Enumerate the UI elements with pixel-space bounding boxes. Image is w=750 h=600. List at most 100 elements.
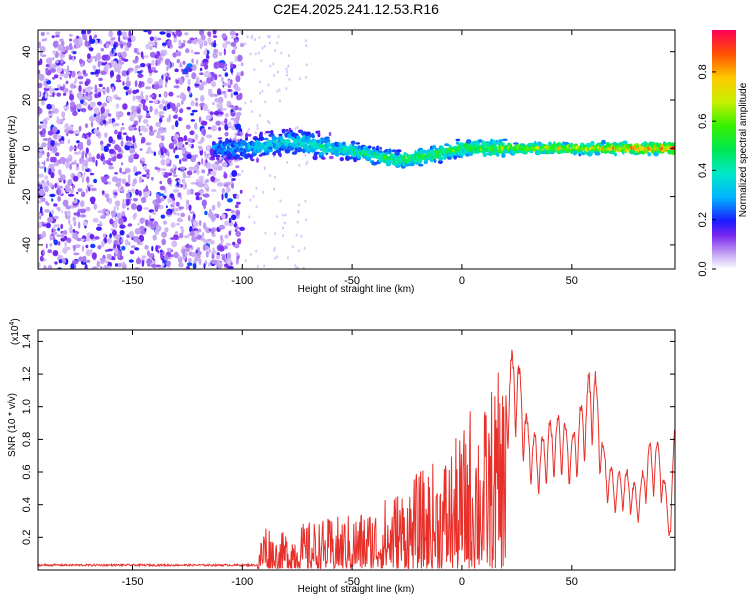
heatmap-noise-cell: [133, 197, 138, 202]
heatmap-noise-cell: [100, 261, 105, 264]
heatmap-noise-cell: [62, 92, 67, 96]
heatmap-noise-cell: [182, 172, 186, 179]
heatmap-noise-cell: [207, 126, 212, 130]
heatmap-noise-cell: [174, 120, 179, 128]
heatmap-noise-cell: [175, 201, 180, 207]
heatmap-noise-cell: [41, 142, 47, 148]
heatmap-noise-cell: [116, 74, 121, 81]
heatmap-marks: [38, 30, 675, 269]
heatmap-noise-cell: [203, 104, 208, 112]
heatmap-noise-cell: [111, 47, 114, 54]
heatmap-ridge-cell: [240, 139, 247, 146]
heatmap-noise-cell: [44, 209, 50, 213]
heatmap-noise-cell: [203, 40, 208, 47]
heatmap-noise-cell: [295, 233, 298, 237]
heatmap-noise-cell: [234, 105, 239, 111]
heatmap-noise-cell: [174, 134, 180, 139]
heatmap-noise-cell: [61, 258, 67, 264]
y-tick-label: 1.4: [21, 334, 33, 349]
heatmap-noise-cell: [57, 44, 64, 52]
heatmap-noise-cell: [274, 232, 277, 236]
heatmap-noise-cell: [177, 212, 180, 216]
heatmap-noise-cell: [120, 43, 124, 49]
heatmap-noise-cell: [208, 88, 213, 92]
heatmap-noise-cell: [48, 168, 52, 175]
heatmap-noise-cell: [231, 49, 236, 55]
heatmap-noise-cell: [284, 213, 287, 217]
heatmap-noise-cell: [72, 229, 76, 233]
heatmap-ridge-cell: [644, 149, 649, 154]
heatmap-noise-cell: [142, 56, 145, 60]
heatmap-noise-cell: [122, 132, 127, 135]
heatmap-noise-cell: [52, 126, 58, 133]
heatmap-noise-cell: [66, 65, 70, 73]
heatmap-noise-cell: [93, 178, 97, 184]
heatmap-noise-cell: [38, 82, 43, 89]
heatmap-noise-cell: [121, 178, 127, 184]
heatmap-noise-cell: [51, 110, 55, 114]
heatmap-ridge-cell: [367, 145, 372, 149]
heatmap-ridge-cell: [314, 151, 321, 155]
heatmap-noise-cell: [207, 173, 210, 177]
heatmap-ridge-cell: [376, 145, 380, 148]
heatmap-noise-cell: [229, 160, 232, 164]
heatmap-noise-cell: [126, 111, 131, 116]
heatmap-noise-cell: [125, 92, 128, 96]
heatmap-noise-cell: [43, 266, 48, 269]
heatmap-noise-cell: [269, 174, 272, 178]
heatmap-noise-cell: [268, 41, 271, 45]
heatmap-ridge-cell: [250, 158, 255, 162]
heatmap-ridge-cell: [355, 142, 361, 145]
heatmap-noise-cell: [95, 159, 98, 167]
heatmap-noise-cell: [238, 107, 242, 111]
heatmap-noise-cell: [52, 229, 57, 232]
heatmap-noise-cell: [53, 203, 58, 207]
heatmap-noise-cell: [298, 203, 301, 207]
heatmap-ridge-cell: [285, 129, 289, 132]
heatmap-noise-cell: [175, 30, 181, 36]
heatmap-noise-cell: [236, 238, 242, 245]
colorbar-gradient: [712, 30, 736, 269]
heatmap-noise-cell: [38, 107, 43, 115]
heatmap-noise-cell: [188, 204, 192, 211]
heatmap-noise-cell: [276, 89, 279, 93]
heatmap-noise-cell: [111, 86, 115, 93]
heatmap-noise-cell: [153, 151, 156, 156]
heatmap-noise-cell: [154, 98, 158, 104]
heatmap-noise-cell: [286, 161, 289, 164]
heatmap-noise-cell: [103, 260, 110, 264]
heatmap-noise-cell: [211, 170, 217, 177]
heatmap-noise-cell: [224, 131, 229, 137]
heatmap-noise-cell: [190, 119, 195, 122]
y-tick-label: 1.2: [21, 366, 33, 381]
heatmap-noise-cell: [185, 48, 190, 54]
heatmap-noise-cell: [125, 169, 130, 173]
heatmap-noise-cell: [158, 266, 161, 269]
heatmap-noise-cell: [154, 205, 159, 212]
heatmap-noise-cell: [224, 113, 229, 118]
heatmap-noise-cell: [86, 259, 91, 263]
heatmap-noise-cell: [116, 212, 121, 219]
heatmap-noise-cell: [179, 159, 182, 165]
heatmap-noise-cell: [230, 79, 233, 85]
heatmap-noise-cell: [148, 100, 154, 104]
heatmap-noise-cell: [129, 147, 136, 154]
heatmap-noise-cell: [148, 40, 153, 46]
heatmap-noise-cell: [155, 59, 158, 67]
heatmap-noise-cell: [185, 175, 191, 179]
heatmap-noise-cell: [263, 264, 266, 268]
heatmap-noise-cell: [73, 252, 80, 256]
heatmap-noise-cell: [155, 245, 159, 252]
heatmap-noise-cell: [185, 124, 191, 130]
heatmap-noise-cell: [105, 193, 110, 199]
heatmap-noise-cell: [153, 129, 157, 133]
heatmap-noise-cell: [115, 79, 122, 83]
heatmap-noise-cell: [224, 208, 232, 212]
heatmap-ridge-cell: [256, 157, 259, 163]
heatmap-noise-cell: [146, 174, 150, 178]
heatmap-noise-cell: [38, 213, 42, 217]
heatmap-noise-cell: [196, 59, 199, 65]
heatmap-ridge-cell: [614, 152, 617, 157]
heatmap-noise-cell: [147, 224, 151, 228]
heatmap-noise-cell: [249, 198, 252, 202]
